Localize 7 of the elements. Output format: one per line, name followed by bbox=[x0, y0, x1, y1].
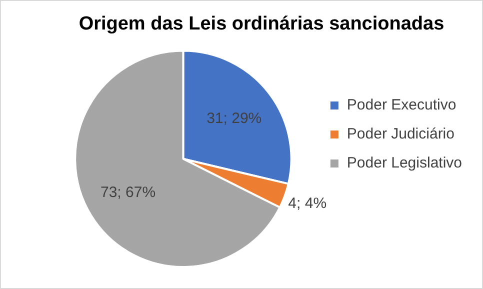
data-label: 73; 67% bbox=[100, 184, 156, 202]
legend-label: Poder Legislativo bbox=[346, 154, 462, 172]
legend-label: Poder Executivo bbox=[346, 96, 456, 114]
legend-label: Poder Judiciário bbox=[346, 126, 454, 143]
data-label: 4; 4% bbox=[288, 195, 327, 212]
chart-title: Origem das Leis ordinárias sancionadas bbox=[78, 14, 444, 35]
data-label: 31; 29% bbox=[206, 110, 262, 127]
